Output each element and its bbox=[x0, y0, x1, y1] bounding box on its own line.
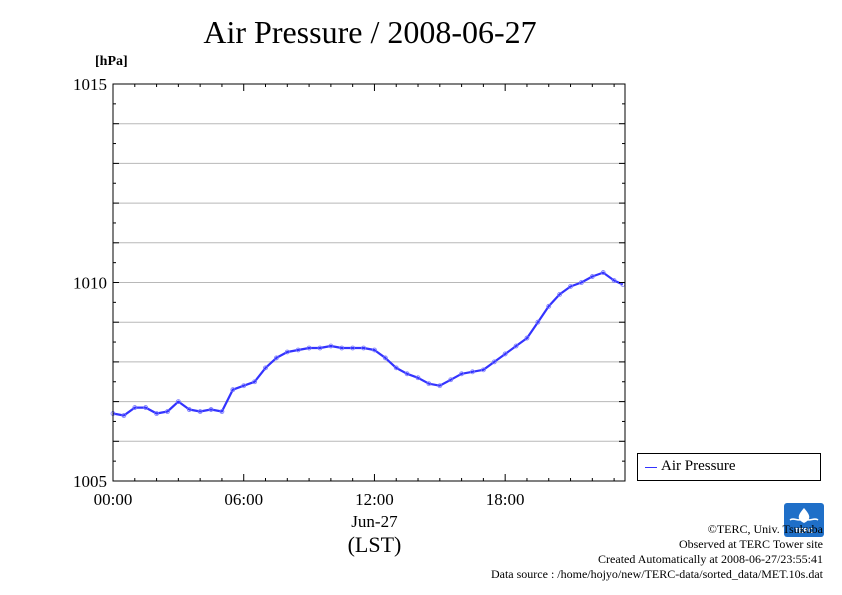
credits-block: ©TERC, Univ. Tsukuba Observed at TERC To… bbox=[491, 522, 823, 582]
data-point bbox=[143, 405, 149, 410]
terc-logo-icon: TERC bbox=[784, 503, 824, 537]
data-point bbox=[230, 387, 236, 393]
axes bbox=[112, 83, 626, 482]
data-point bbox=[448, 377, 454, 383]
data-point bbox=[252, 379, 258, 385]
data-point bbox=[524, 335, 530, 341]
data-point bbox=[502, 351, 508, 357]
y-tick-label-1010: 1010 bbox=[73, 274, 107, 293]
data-point bbox=[589, 274, 595, 279]
credit-line-source: Data source : /home/hojyo/new/TERC-data/… bbox=[490, 567, 823, 581]
x-axis-timezone: (LST) bbox=[348, 532, 402, 557]
legend: Air Pressure bbox=[637, 453, 821, 481]
data-point bbox=[611, 278, 617, 283]
data-point bbox=[154, 411, 159, 416]
data-point bbox=[415, 375, 421, 381]
data-point bbox=[175, 399, 181, 405]
grid-lines bbox=[113, 123, 625, 442]
data-point bbox=[328, 343, 334, 349]
data-point bbox=[372, 347, 377, 353]
data-point bbox=[295, 347, 301, 353]
data-point bbox=[284, 349, 290, 355]
tick-labels: 1005 1010 1015 00:00 06:00 12:00 18:00 Jun-27(L… bbox=[73, 75, 525, 557]
data-point bbox=[197, 409, 203, 414]
data-point bbox=[393, 365, 399, 371]
data-point bbox=[491, 359, 497, 365]
data-point bbox=[208, 407, 214, 412]
logo-text: TERC bbox=[794, 528, 813, 535]
credit-line-copyright: ©TERC, Univ. Tsukuba bbox=[707, 522, 823, 536]
data-point bbox=[459, 371, 464, 377]
x-axis-label: Jun-27 bbox=[351, 512, 398, 531]
data-point bbox=[241, 383, 247, 389]
data-point bbox=[274, 355, 279, 361]
data-point bbox=[132, 405, 138, 410]
data-point bbox=[437, 383, 443, 389]
x-tick-label-18:00: 18:00 bbox=[486, 490, 525, 509]
data-point bbox=[557, 292, 563, 297]
data-point bbox=[121, 413, 127, 418]
data-point bbox=[535, 319, 541, 325]
data-point bbox=[513, 343, 519, 349]
y-tick-label-1005: 1005 bbox=[73, 472, 107, 491]
x-tick-label-06:00: 06:00 bbox=[224, 490, 263, 509]
chart-title: Air Pressure / 2008-06-27 bbox=[203, 14, 537, 50]
data-point bbox=[579, 280, 584, 285]
data-point bbox=[382, 355, 388, 361]
series-line-0 bbox=[112, 271, 624, 417]
data-point bbox=[306, 345, 312, 351]
data-point bbox=[186, 407, 192, 412]
data-point bbox=[350, 345, 356, 351]
data-point bbox=[361, 345, 366, 351]
y-tick-label-1015: 1015 bbox=[73, 75, 107, 94]
legend-swatch-air-pressure bbox=[645, 467, 657, 468]
credit-line-created: Created Automatically at 2008-06-27/23:5… bbox=[598, 552, 823, 566]
data-point bbox=[219, 409, 225, 414]
legend-label-air-pressure: Air Pressure bbox=[661, 458, 736, 474]
data-point bbox=[568, 284, 573, 289]
series-layer bbox=[110, 270, 626, 418]
data-point bbox=[480, 367, 486, 373]
data-point bbox=[470, 369, 475, 375]
data-point bbox=[165, 409, 170, 414]
data-point bbox=[317, 345, 323, 351]
data-point bbox=[426, 381, 432, 387]
data-point bbox=[546, 303, 552, 309]
x-tick-label-12:00: 12:00 bbox=[355, 490, 394, 509]
credit-line-site: Observed at TERC Tower site bbox=[678, 537, 823, 551]
data-point bbox=[339, 345, 345, 351]
y-unit-label: [hPa] bbox=[95, 54, 128, 69]
data-point bbox=[404, 371, 410, 377]
data-point bbox=[600, 270, 606, 275]
data-point bbox=[263, 365, 268, 371]
x-tick-label-00:00: 00:00 bbox=[94, 490, 133, 509]
